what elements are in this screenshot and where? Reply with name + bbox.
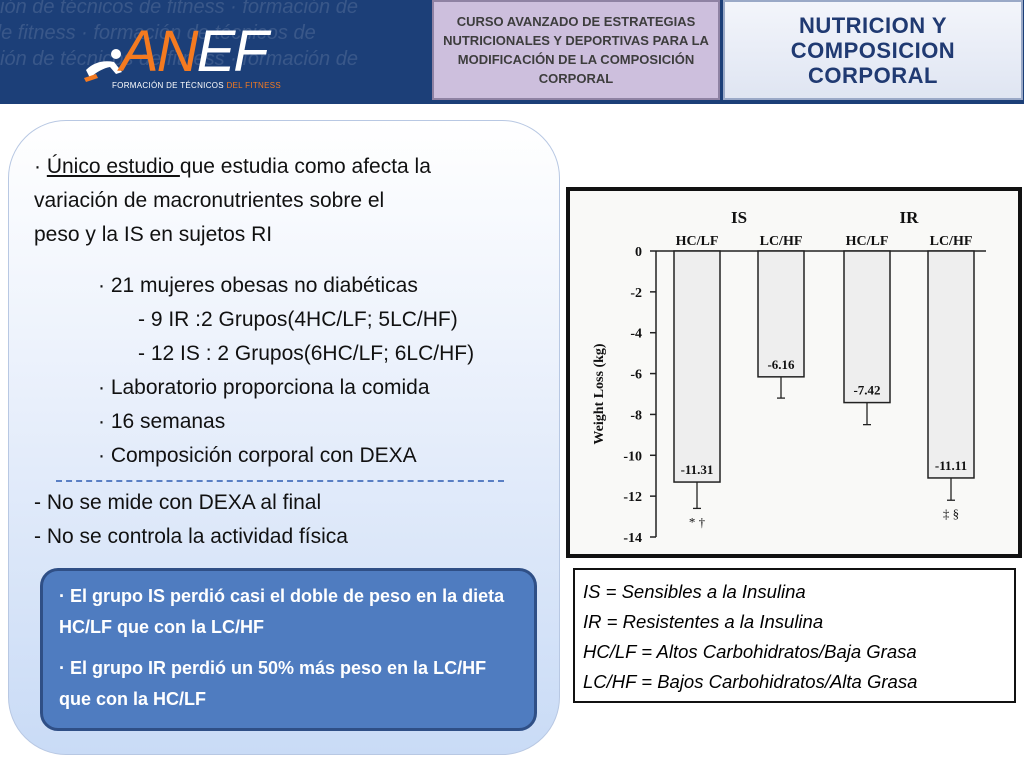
bullet-item: · 16 semanas — [98, 410, 226, 433]
intro-underlined: Único estudio — [46, 155, 180, 178]
dashed-divider — [56, 480, 504, 482]
weight-loss-chart: 0 -2 -4 -6 -8 -10 -12 -14 Weight Loss (kg) -11.31… — [566, 187, 1022, 558]
conclusion-is: · El grupo IS perdió casi el doble de pe… — [59, 586, 505, 637]
logo-wordmark: ANEF — [120, 18, 269, 85]
bar-value-label: -6.16 — [767, 357, 795, 372]
header-banner: ción de técnicos de fitness · formación … — [0, 0, 1024, 104]
y-tick-label: -14 — [623, 531, 642, 546]
intro-line-3: peso y la IS en sujetos RI — [34, 223, 273, 246]
y-tick-label: 0 — [635, 245, 642, 260]
topic-title: NUTRICION Y COMPOSICION CORPORAL — [790, 12, 956, 88]
conclusions-box: · El grupo IS perdió casi el doble de pe… — [40, 568, 537, 731]
runner-icon — [84, 49, 122, 82]
conclusion-ir: · El grupo IR perdió un 50% más peso en … — [59, 658, 487, 709]
watermark-line: ción de técnicos de fitness · formación … — [0, 48, 358, 70]
bullet-subitem: - 12 IS : 2 Grupos(6HC/LF; 6LC/HF) — [138, 342, 475, 365]
limitation-item: - No se controla la actividad física — [34, 525, 348, 548]
intro-line-2: variación de macronutrientes sobre el — [34, 189, 385, 212]
logo-tagline-prefix: FORMACIÓN DE TÉCNICOS — [112, 81, 227, 90]
y-tick-label: -8 — [630, 408, 642, 423]
category-label: LC/HF — [930, 234, 973, 249]
category-label: LC/HF — [760, 234, 803, 249]
bullet-subitem: - 9 IR :2 Grupos(4HC/LF; 5LC/HF) — [138, 308, 458, 331]
legend-line-lchf: LC/HF = Bajos Carbohidratos/Alta Grasa — [583, 671, 918, 692]
intro-rest: que estudia como afecta la — [179, 155, 431, 178]
header-watermark: ción de técnicos de fitness · formación … — [0, 0, 460, 72]
course-title-box: CURSO AVANZADO DE ESTRATEGIAS NUTRICIONA… — [432, 0, 720, 100]
watermark-line: ción de técnicos de fitness · formación … — [0, 0, 358, 18]
logo-tagline-accent: DEL FITNESS — [226, 81, 282, 90]
logo-an: AN — [120, 19, 199, 84]
bar — [927, 250, 975, 479]
legend-line-hclf: HC/LF = Altos Carbohidratos/Baja Grasa — [583, 641, 917, 662]
y-tick-label: -4 — [630, 327, 642, 342]
bullet-item: · Laboratorio proporciona la comida — [98, 376, 430, 399]
chart-svg: 0 -2 -4 -6 -8 -10 -12 -14 Weight Loss (kg) -11.31… — [592, 208, 986, 546]
anef-logo: ANEF FORMACIÓN DE TÉCNICOS DEL FITNESS — [82, 18, 282, 96]
bar-value-label: -11.11 — [935, 458, 967, 473]
bar — [673, 250, 721, 483]
legend-line-ir: IR = Resistentes a la Insulina — [583, 611, 824, 632]
bar — [843, 250, 891, 404]
intro-bullet: · — [34, 155, 47, 178]
legend-line-is: IS = Sensibles a la Insulina — [583, 581, 806, 602]
limitation-item: - No se mide con DEXA al final — [34, 491, 322, 514]
abbreviation-legend: IS = Sensibles a la Insulina IR = Resist… — [573, 568, 1016, 703]
category-label: HC/LF — [676, 234, 719, 249]
significance-marker: * † — [689, 514, 706, 529]
bar-value-label: -11.31 — [681, 462, 714, 477]
topic-title-box: NUTRICION Y COMPOSICION CORPORAL — [723, 0, 1023, 100]
y-tick-label: -10 — [623, 449, 642, 464]
group-label: IR — [900, 208, 920, 227]
significance-marker: ‡ § — [943, 506, 959, 521]
logo-ef: EF — [196, 19, 269, 84]
y-tick-label: -2 — [630, 286, 642, 301]
course-title: CURSO AVANZADO DE ESTRATEGIAS NUTRICIONA… — [443, 14, 709, 86]
group-label: IS — [731, 208, 747, 227]
bullet-item: · Composición corporal con DEXA — [98, 444, 417, 467]
category-label: HC/LF — [846, 234, 889, 249]
logo-tagline: FORMACIÓN DE TÉCNICOS DEL FITNESS — [112, 81, 281, 90]
bullet-item: · 21 mujeres obesas no diabéticas — [98, 274, 418, 297]
y-tick-label: -12 — [623, 490, 642, 505]
y-tick-label: -6 — [630, 368, 642, 383]
bar-value-label: -7.42 — [853, 383, 880, 398]
y-axis-title: Weight Loss (kg) — [592, 343, 607, 444]
watermark-line: de fitness · formación de técnicos de — [0, 22, 316, 44]
intro-line-1: · Único estudio que estudia como afecta … — [34, 150, 431, 184]
